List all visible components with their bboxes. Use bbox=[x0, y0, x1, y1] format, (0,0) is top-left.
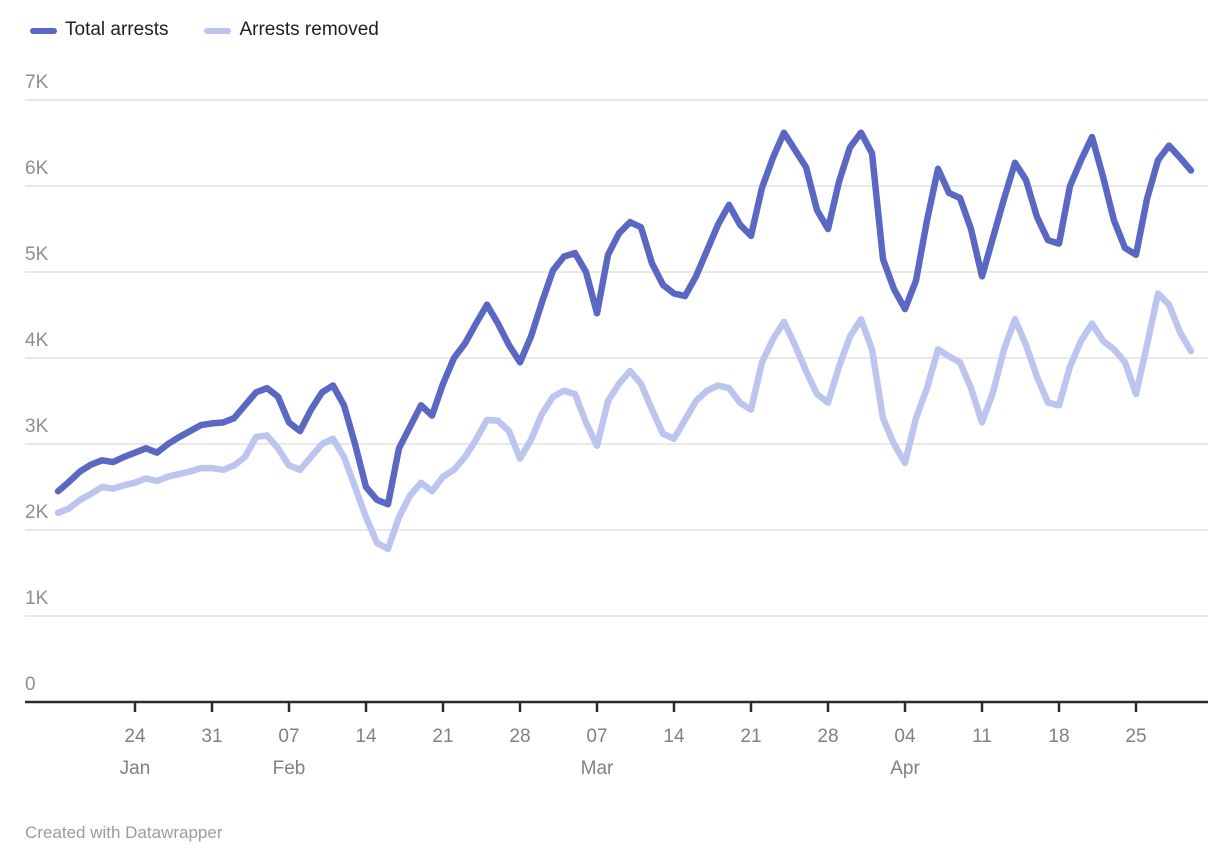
x-tick-label-Apr-25: 25 bbox=[1125, 726, 1146, 747]
series-line-total-arrests[interactable] bbox=[54, 129, 1195, 508]
legend-item-arrests-removed: Arrests removed bbox=[204, 19, 379, 41]
x-tick-label-Feb-28: 28 bbox=[509, 726, 530, 747]
x-tick-label-Apr-11: 11 bbox=[972, 726, 992, 747]
x-month-label-Mar: Mar bbox=[581, 758, 614, 779]
x-tick-label-Feb-14: 14 bbox=[355, 726, 377, 747]
y-axis-labels: 0 1K 2K 3K 4K 5K 6K 7K bbox=[25, 72, 49, 695]
x-month-label-Jan: Jan bbox=[120, 758, 151, 779]
legend-label-arrests-removed: Arrests removed bbox=[239, 19, 379, 40]
legend-swatch-total-arrests-icon bbox=[30, 27, 57, 34]
y-tick-label-4K: 4K bbox=[25, 330, 49, 351]
legend: Total arrests Arrests removed bbox=[30, 20, 379, 41]
x-axis-labels: 24 Jan 31 07 Feb 14 21 28 07 Mar 14 21 28 04 Apr 11 18 25 bbox=[120, 726, 1147, 779]
series-paths bbox=[54, 129, 1195, 553]
series-line-arrests-removed[interactable] bbox=[54, 290, 1195, 553]
x-month-label-Feb: Feb bbox=[273, 758, 306, 779]
y-tick-label-7K: 7K bbox=[25, 72, 49, 93]
y-tick-label-2K: 2K bbox=[25, 502, 49, 523]
x-tick-label-Feb-21: 21 bbox=[432, 726, 453, 747]
x-tick-label-Jan-24: 24 bbox=[124, 726, 146, 747]
legend-label-total-arrests: Total arrests bbox=[65, 19, 169, 40]
y-tick-label-5K: 5K bbox=[25, 244, 49, 265]
x-tick-label-Apr-18: 18 bbox=[1048, 726, 1069, 747]
x-tick-label-Mar-14: 14 bbox=[663, 726, 685, 747]
x-tick-label-Mar-28: 28 bbox=[817, 726, 838, 747]
x-tick-label-Feb-07: 07 bbox=[278, 726, 299, 747]
x-axis bbox=[25, 700, 1208, 712]
x-tick-label-Mar-07: 07 bbox=[586, 726, 607, 747]
x-tick-label-Jan-31: 31 bbox=[201, 726, 222, 747]
y-tick-label-0: 0 bbox=[25, 674, 36, 695]
y-tick-label-6K: 6K bbox=[25, 158, 49, 179]
legend-item-total-arrests: Total arrests bbox=[30, 20, 168, 41]
y-tick-label-1K: 1K bbox=[25, 588, 49, 609]
x-tick-label-Apr-04: 04 bbox=[894, 726, 916, 747]
x-tick-label-Mar-21: 21 bbox=[740, 726, 761, 747]
x-month-label-Apr: Apr bbox=[890, 758, 920, 779]
y-tick-label-3K: 3K bbox=[25, 416, 49, 437]
datawrapper-attribution: Created with Datawrapper bbox=[25, 823, 223, 842]
legend-swatch-arrests-removed-icon bbox=[204, 27, 232, 34]
